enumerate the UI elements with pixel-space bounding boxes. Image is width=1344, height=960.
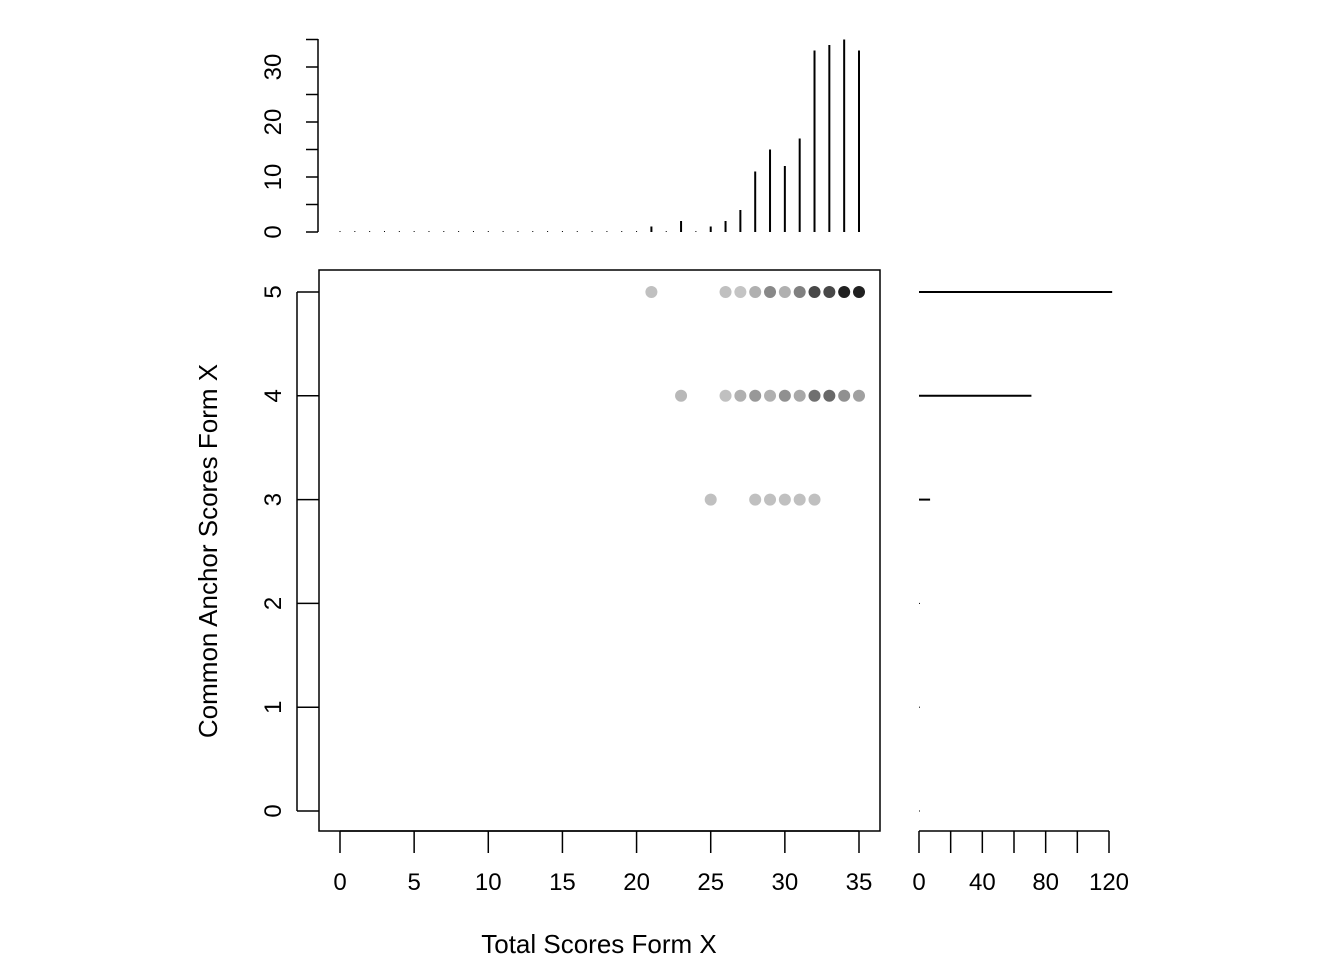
data-point bbox=[793, 493, 806, 506]
top-hist-bar-empty bbox=[547, 231, 549, 232]
top-hist-tick-label: 0 bbox=[260, 225, 287, 238]
top-hist-tick-label: 20 bbox=[260, 109, 287, 136]
x-tick-label: 20 bbox=[623, 869, 650, 896]
data-point bbox=[764, 286, 777, 298]
top-hist-bar-empty bbox=[428, 231, 430, 232]
data-point bbox=[749, 493, 762, 506]
data-point bbox=[778, 493, 791, 506]
right-hist-tick-label: 40 bbox=[969, 869, 996, 896]
top-hist-bar-empty bbox=[369, 231, 371, 232]
x-tick-label: 25 bbox=[697, 869, 724, 896]
data-point bbox=[838, 286, 851, 298]
right-hist-tick-label: 80 bbox=[1032, 869, 1059, 896]
top-hist-bar-empty bbox=[443, 231, 445, 232]
data-point bbox=[749, 286, 762, 298]
y-tick-label: 0 bbox=[260, 804, 287, 817]
right-hist-bar-empty bbox=[919, 810, 920, 812]
plot-frame bbox=[318, 269, 881, 832]
top-hist-bar-empty bbox=[383, 231, 385, 232]
data-point bbox=[749, 389, 762, 402]
right-hist-tick-label: 0 bbox=[912, 869, 925, 896]
data-point bbox=[853, 389, 865, 402]
data-point bbox=[778, 389, 791, 402]
data-point bbox=[719, 389, 732, 402]
top-hist-bar-empty bbox=[621, 231, 623, 232]
top-hist-bar-empty bbox=[502, 231, 504, 232]
data-point bbox=[704, 493, 717, 506]
right-histogram: 0 40 80 120 bbox=[912, 291, 1129, 896]
y-tick-label: 1 bbox=[260, 701, 287, 714]
data-point bbox=[808, 389, 821, 402]
top-hist-bar-empty bbox=[398, 231, 400, 232]
y-tick-label: 2 bbox=[260, 597, 287, 610]
data-point bbox=[778, 286, 791, 298]
data-point bbox=[734, 389, 747, 402]
y-tick-label: 4 bbox=[260, 389, 287, 402]
y-tick-label: 3 bbox=[260, 493, 287, 506]
data-point bbox=[645, 286, 658, 298]
top-hist-bar-empty bbox=[606, 231, 608, 232]
top-hist-bar-empty bbox=[517, 231, 519, 232]
x-tick-label: 10 bbox=[475, 869, 502, 896]
data-point bbox=[823, 389, 836, 402]
top-hist-bar-empty bbox=[695, 231, 697, 232]
right-hist-bar-empty bbox=[919, 706, 920, 708]
data-point bbox=[853, 286, 865, 298]
data-point bbox=[764, 389, 777, 402]
data-point bbox=[793, 286, 806, 298]
top-hist-bar-empty bbox=[665, 231, 667, 232]
top-hist-tick-label: 10 bbox=[260, 164, 287, 191]
data-point bbox=[793, 389, 806, 402]
main-scatter-plot: 0 5 10 15 20 25 30 35 0 1 2 3 4 5 bbox=[260, 269, 881, 896]
right-hist-bar-empty bbox=[919, 602, 920, 604]
data-point bbox=[808, 286, 821, 298]
top-hist-bar-empty bbox=[413, 231, 415, 232]
x-tick-label: 30 bbox=[772, 869, 799, 896]
x-tick-label: 0 bbox=[333, 869, 346, 896]
right-hist-tick-label: 120 bbox=[1089, 869, 1129, 896]
data-point bbox=[719, 286, 732, 298]
top-hist-bar-empty bbox=[458, 231, 460, 232]
top-hist-bar-empty bbox=[354, 231, 356, 232]
top-hist-bar-empty bbox=[487, 231, 489, 232]
data-point bbox=[734, 286, 747, 298]
top-hist-bar-empty bbox=[339, 231, 341, 232]
data-point bbox=[764, 493, 777, 506]
data-point bbox=[675, 389, 688, 402]
y-tick-label: 5 bbox=[260, 285, 287, 298]
top-hist-bar-empty bbox=[591, 231, 593, 232]
data-point bbox=[838, 389, 851, 402]
top-hist-bar-empty bbox=[472, 231, 474, 232]
top-hist-bar-empty bbox=[576, 231, 578, 232]
top-histogram: 0 10 20 30 bbox=[260, 38, 860, 239]
x-axis-label: Total Scores Form X bbox=[481, 929, 717, 959]
data-point bbox=[808, 493, 821, 506]
x-tick-label: 5 bbox=[407, 869, 420, 896]
top-hist-bar-empty bbox=[636, 231, 638, 232]
x-tick-label: 35 bbox=[846, 869, 873, 896]
top-hist-tick-label: 30 bbox=[260, 54, 287, 81]
x-tick-label: 15 bbox=[549, 869, 576, 896]
data-point bbox=[823, 286, 836, 298]
y-axis-label: Common Anchor Scores Form X bbox=[193, 364, 223, 738]
top-hist-bar-empty bbox=[532, 231, 534, 232]
top-hist-bar-empty bbox=[561, 231, 563, 232]
